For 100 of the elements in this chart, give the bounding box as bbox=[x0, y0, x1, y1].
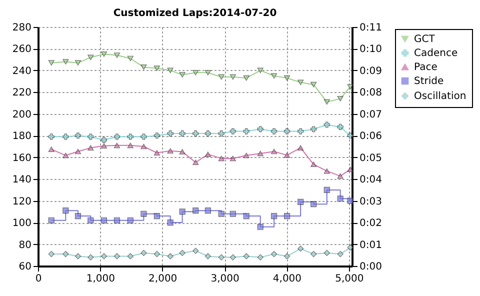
point bbox=[127, 142, 134, 148]
point bbox=[179, 149, 186, 154]
point bbox=[100, 217, 108, 224]
legend-label: Oscillation bbox=[414, 91, 466, 102]
point bbox=[270, 73, 278, 79]
y2-tick-label: 0:11 bbox=[360, 22, 382, 34]
y-tick-label: 80 bbox=[18, 240, 32, 251]
y-tick-label: 200 bbox=[12, 109, 32, 120]
point bbox=[270, 251, 278, 258]
point bbox=[218, 210, 224, 217]
point bbox=[127, 56, 134, 62]
y-tick-label: 260 bbox=[12, 44, 32, 56]
point bbox=[167, 148, 174, 154]
point bbox=[62, 134, 69, 140]
legend-label: GCT bbox=[414, 34, 436, 45]
point bbox=[204, 152, 211, 157]
point bbox=[192, 70, 199, 76]
point bbox=[257, 224, 264, 230]
y2-tick-label: 0:08 bbox=[360, 88, 382, 99]
y2-tick-label: 0:01 bbox=[360, 240, 382, 251]
point bbox=[88, 145, 94, 150]
point bbox=[127, 217, 134, 224]
x-tick-label: 3,000 bbox=[210, 274, 240, 284]
point bbox=[230, 210, 236, 217]
point bbox=[337, 196, 344, 202]
point bbox=[218, 254, 224, 260]
point bbox=[324, 168, 330, 174]
point bbox=[88, 254, 94, 260]
point bbox=[298, 246, 304, 252]
point bbox=[100, 143, 108, 149]
point bbox=[337, 124, 344, 130]
chart-title: Customized Laps:2014-07-20 bbox=[113, 8, 277, 19]
point bbox=[179, 130, 186, 137]
point bbox=[218, 130, 224, 137]
point bbox=[230, 156, 236, 162]
y-tick-label: 180 bbox=[12, 131, 32, 142]
point bbox=[257, 150, 264, 156]
point bbox=[230, 128, 236, 134]
point bbox=[127, 134, 134, 140]
point bbox=[114, 217, 120, 224]
point bbox=[284, 152, 290, 158]
y2-tick-label: 0:09 bbox=[360, 66, 382, 77]
point bbox=[218, 156, 224, 162]
legend-label: Stride bbox=[414, 76, 444, 87]
point bbox=[140, 144, 147, 150]
point bbox=[140, 210, 147, 217]
point bbox=[62, 251, 69, 258]
point bbox=[284, 128, 290, 134]
y2-tick-label: 0:03 bbox=[360, 196, 382, 208]
point bbox=[284, 253, 290, 260]
legend-label: Pace bbox=[414, 62, 438, 73]
point bbox=[48, 134, 54, 140]
point bbox=[167, 253, 174, 260]
point bbox=[347, 166, 354, 172]
point bbox=[270, 148, 278, 154]
point bbox=[347, 84, 354, 90]
y2-tick-label: 0:05 bbox=[360, 152, 382, 164]
point bbox=[310, 82, 317, 88]
point bbox=[310, 126, 317, 132]
y-tick-label: 240 bbox=[12, 66, 32, 77]
point bbox=[298, 80, 304, 86]
point bbox=[114, 134, 120, 140]
y-tick-label: 60 bbox=[18, 262, 32, 272]
point bbox=[284, 212, 290, 220]
point bbox=[179, 208, 186, 215]
y-tick-label: 140 bbox=[12, 174, 32, 186]
x-tick-label: 2,000 bbox=[148, 274, 178, 284]
point bbox=[154, 251, 160, 258]
point bbox=[140, 134, 147, 140]
point bbox=[167, 68, 174, 74]
point bbox=[310, 162, 317, 167]
point bbox=[154, 150, 160, 156]
point bbox=[114, 52, 120, 58]
y2-tick-label: 0:06 bbox=[360, 131, 382, 142]
point bbox=[270, 128, 278, 134]
point bbox=[100, 136, 108, 144]
point bbox=[310, 201, 317, 208]
point bbox=[114, 253, 120, 260]
point bbox=[337, 251, 344, 258]
point bbox=[140, 250, 147, 256]
point bbox=[347, 132, 354, 139]
point bbox=[48, 146, 54, 152]
point bbox=[324, 122, 330, 128]
point bbox=[204, 253, 211, 260]
point bbox=[179, 250, 186, 256]
point bbox=[140, 64, 147, 70]
point bbox=[257, 126, 264, 132]
y2-tick-label: 0:07 bbox=[360, 109, 382, 120]
point bbox=[192, 160, 199, 166]
y-tick-label: 220 bbox=[12, 88, 32, 99]
x-tick-label: 4,000 bbox=[272, 274, 302, 284]
point bbox=[154, 132, 160, 139]
point bbox=[127, 253, 134, 260]
legend-label: Cadence bbox=[414, 48, 458, 59]
x-tick-label: 0 bbox=[35, 274, 42, 284]
point bbox=[62, 152, 69, 158]
point bbox=[337, 173, 344, 179]
point bbox=[179, 72, 186, 78]
y2-tick-label: 0:10 bbox=[360, 44, 382, 56]
point bbox=[257, 254, 264, 260]
